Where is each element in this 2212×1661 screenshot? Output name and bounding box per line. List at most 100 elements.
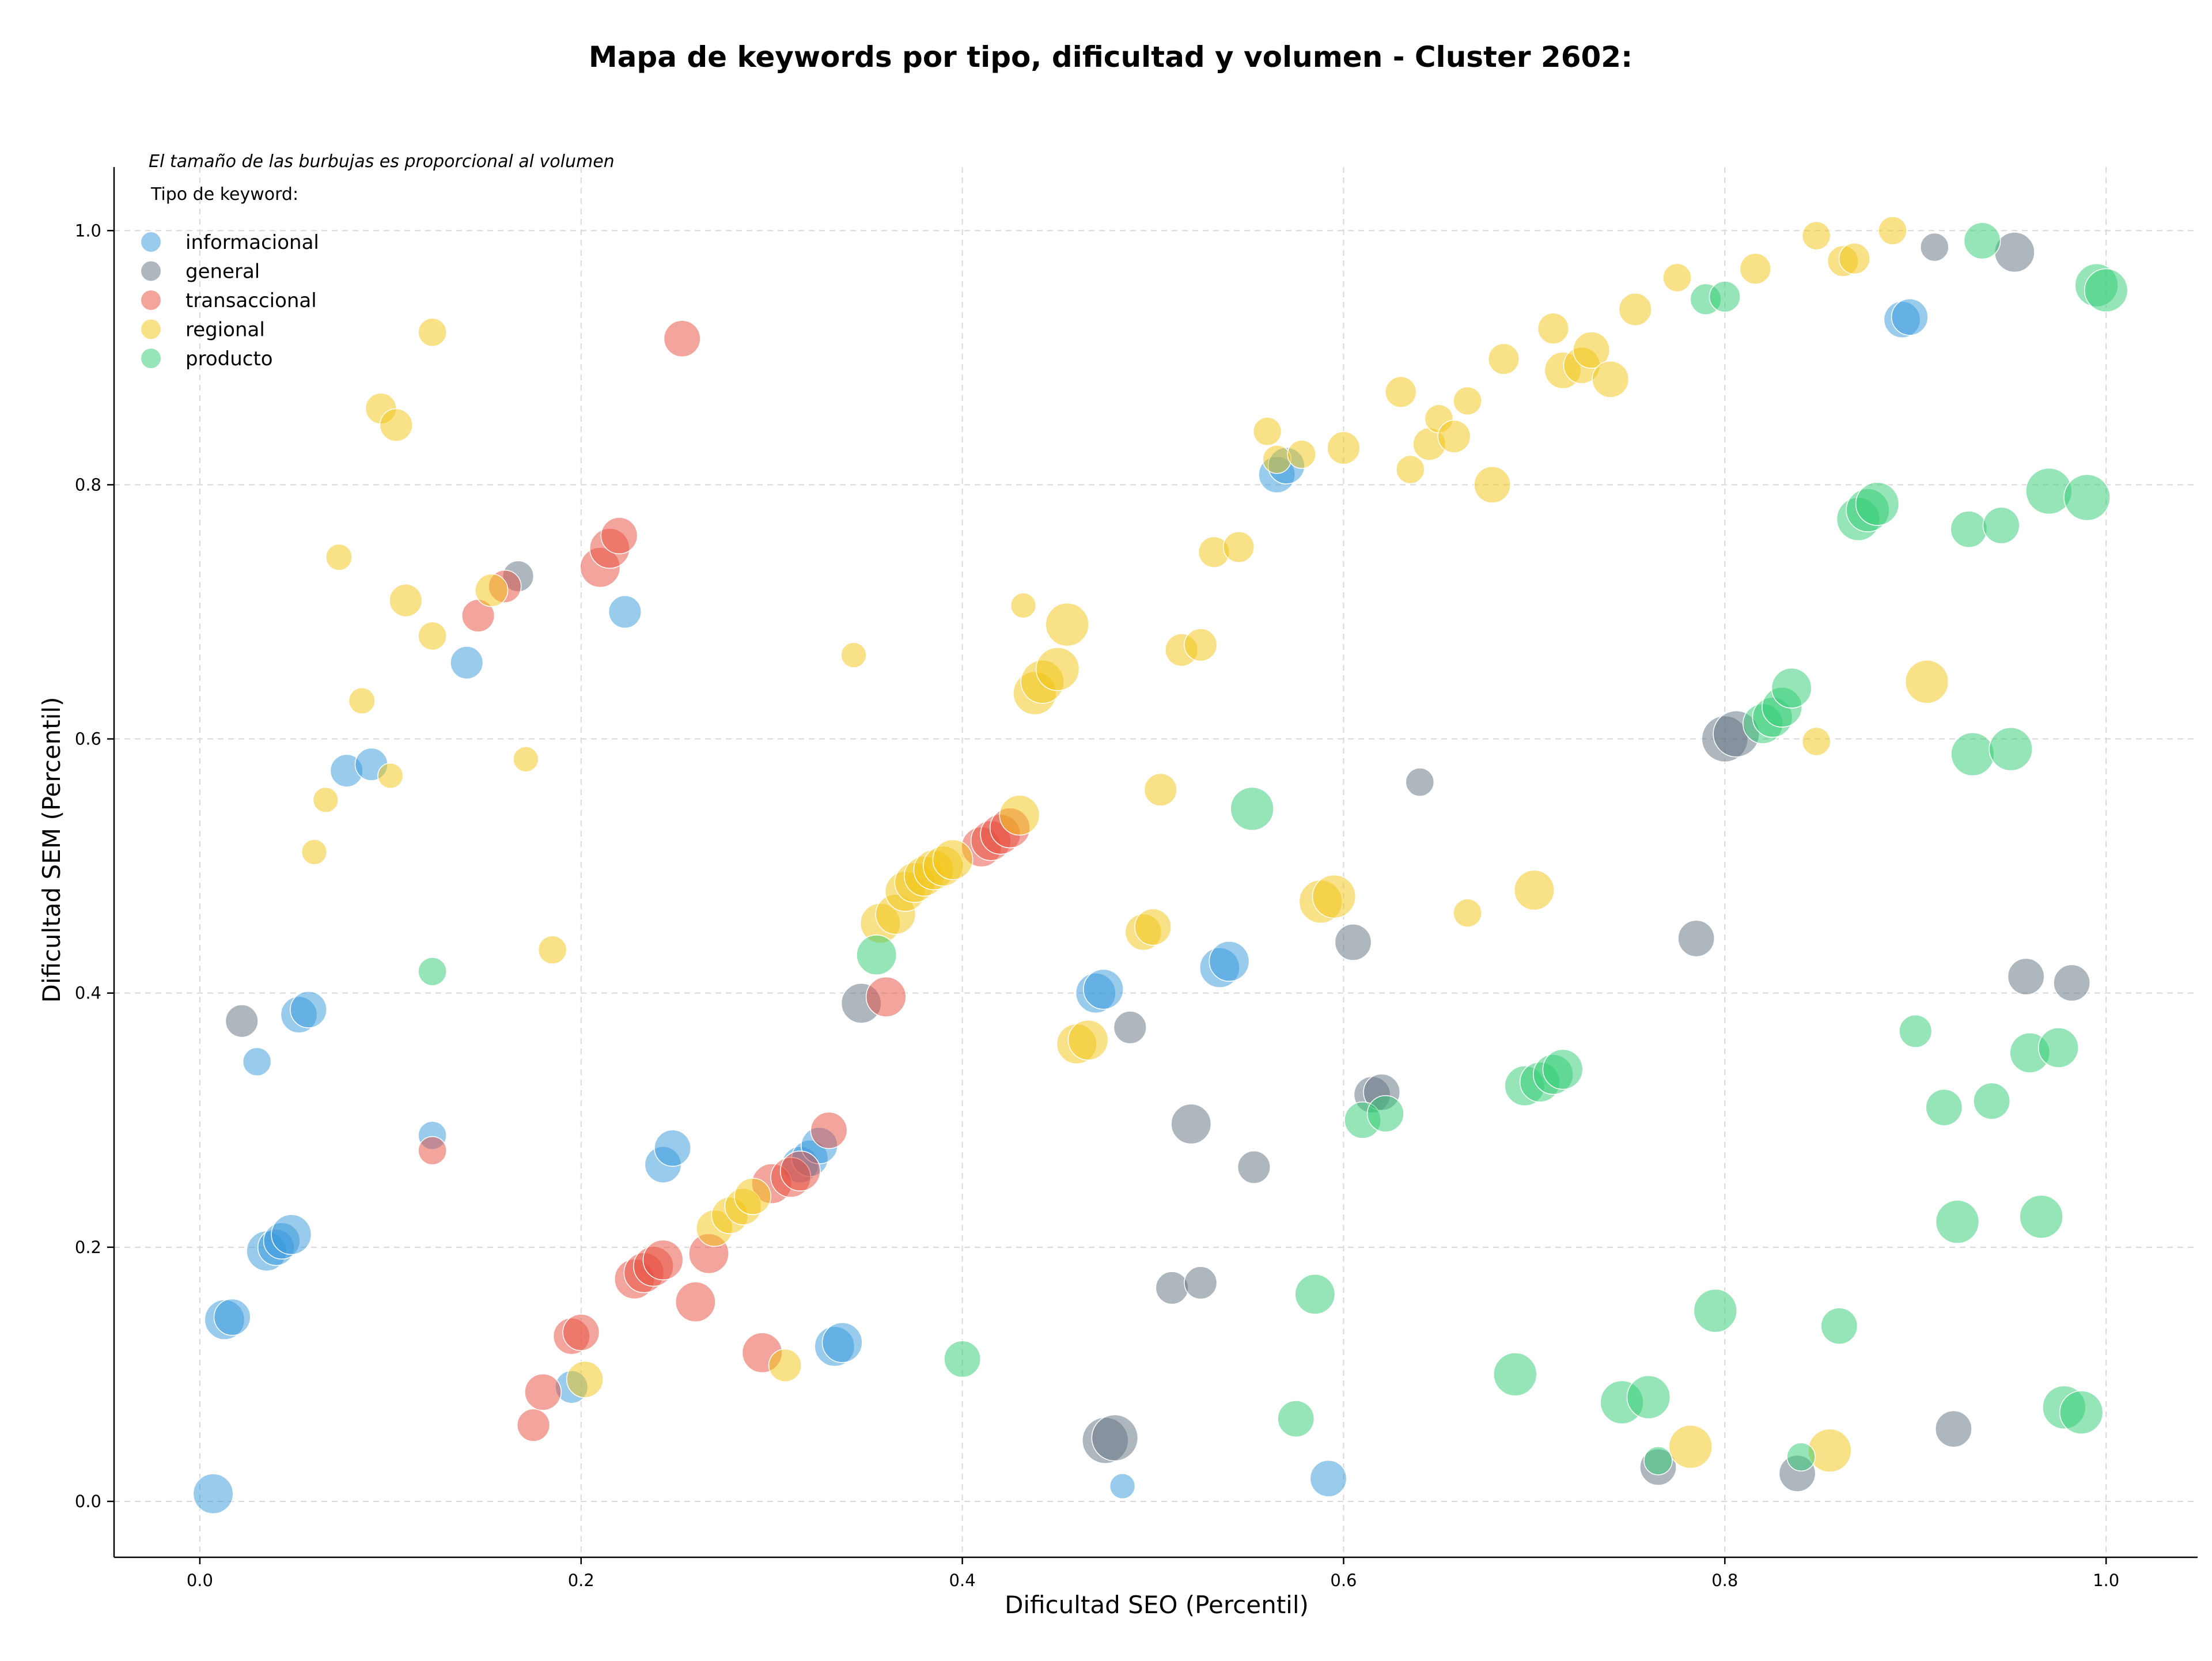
legend-marker (141, 290, 161, 310)
bubble-point (242, 1047, 272, 1077)
x-tick-label: 1.0 (2093, 1571, 2119, 1590)
bubble-point (1109, 1473, 1136, 1500)
x-tick-label: 0.0 (187, 1571, 213, 1590)
bubble-point (654, 1129, 691, 1167)
bubble-point (1801, 727, 1831, 756)
legend: Tipo de keyword: informacional general tra… (141, 184, 319, 370)
bubble-point (768, 1348, 802, 1382)
bubble-point (1385, 376, 1417, 408)
bubble-point (418, 317, 447, 347)
bubble-point (608, 595, 642, 629)
legend-label: regional (185, 319, 265, 342)
y-tick-label: 0.8 (75, 475, 101, 494)
bubble-point (1010, 592, 1037, 619)
x-axis-label: Dificultad SEO (Percentil) (1005, 1591, 1309, 1619)
bubble-point (1309, 1459, 1347, 1497)
bubble-point (271, 1214, 312, 1255)
legend-label: producto (185, 347, 273, 370)
bubble-point (1287, 440, 1316, 469)
bubble-point (192, 1473, 234, 1515)
bubble-point (1677, 920, 1715, 958)
bubble-point (1171, 1103, 1212, 1145)
bubble-point (450, 646, 484, 680)
bubble-point (1035, 647, 1080, 691)
grid-lines (114, 167, 2198, 1557)
bubble-point (379, 408, 413, 442)
bubble-point (1904, 660, 1949, 704)
legend-label: informacional (185, 231, 319, 254)
bubble-point (2038, 1027, 2079, 1068)
legend-item-transaccional: transaccional (141, 289, 317, 312)
bubble-point (1474, 466, 1511, 504)
bubble-point (1963, 222, 2001, 260)
bubble-point (1230, 786, 1274, 831)
bubble-point (348, 687, 376, 714)
y-tick-label: 0.2 (75, 1238, 101, 1257)
bubble-point (1820, 1307, 1858, 1345)
legend-item-producto: producto (141, 347, 273, 370)
bubble-point (290, 990, 327, 1028)
legend-item-general: general (141, 260, 260, 283)
series-producto (418, 222, 2128, 1475)
bubble-point (779, 1151, 821, 1191)
bubble-point (1045, 602, 1089, 647)
legend-label: transaccional (185, 289, 317, 312)
bubble-point (1312, 874, 1357, 919)
bubble-point (1487, 343, 1520, 375)
bubble-point (1262, 445, 1291, 474)
bubble-point (1493, 1352, 1537, 1397)
bubble-point (1668, 1424, 1713, 1469)
bubble-point (301, 839, 328, 865)
bubble-point (1143, 773, 1177, 807)
bubble-point (663, 320, 701, 358)
bubble-point (642, 1239, 684, 1281)
bubble-point (1662, 263, 1692, 293)
bubble-point (1113, 1011, 1147, 1045)
bubbles (192, 216, 2128, 1515)
bubble-point (1891, 298, 1929, 336)
bubble-point (377, 762, 404, 789)
bubble-point (1405, 767, 1435, 797)
series-regional (301, 216, 1949, 1473)
legend-item-regional: regional (141, 319, 265, 342)
bubble-point (675, 1281, 716, 1323)
bubble-point (1786, 1442, 1816, 1471)
bubble-point (516, 1408, 551, 1442)
bubble-point (1277, 1400, 1315, 1437)
bubble-point (475, 573, 509, 607)
legend-marker (141, 319, 161, 339)
bubble-point (1709, 281, 1741, 313)
bubble-size-note: El tamaño de las burbujas es proporciona… (149, 152, 615, 172)
bubble-point (1925, 1088, 1963, 1126)
bubble-point (1935, 1200, 1980, 1244)
bubble-point (1134, 908, 1172, 946)
bubble-point (1091, 1414, 1139, 1462)
bubble-point (2063, 474, 2111, 521)
bubble-point (325, 543, 353, 571)
bubble-point (840, 642, 867, 668)
bubble-point (1878, 216, 1907, 245)
bubble-point (1988, 727, 2033, 771)
bubble-point (1294, 1274, 1336, 1315)
bubble-point (1899, 1014, 1933, 1048)
bubble-point (1222, 531, 1255, 563)
bubble-point (1453, 898, 1482, 928)
x-tick-label: 0.2 (568, 1571, 594, 1590)
bubble-point (225, 1004, 259, 1038)
bubble-point (1739, 252, 1771, 285)
bubble-point (1209, 941, 1250, 982)
bubble-point (562, 1314, 600, 1351)
bubble-point (1453, 386, 1482, 416)
series-informacional (192, 298, 1929, 1515)
bubble-point (865, 976, 907, 1017)
bubble-point (1643, 1446, 1673, 1475)
bubble-point (1592, 360, 1630, 398)
bubble-point (1396, 455, 1425, 485)
bubble-point (389, 584, 423, 618)
bubble-point (1155, 1271, 1189, 1305)
bubble-point (1973, 1082, 2010, 1120)
bubble-point (1184, 628, 1218, 662)
bubble-point (213, 1298, 251, 1336)
bubble-point (1693, 1288, 1737, 1333)
